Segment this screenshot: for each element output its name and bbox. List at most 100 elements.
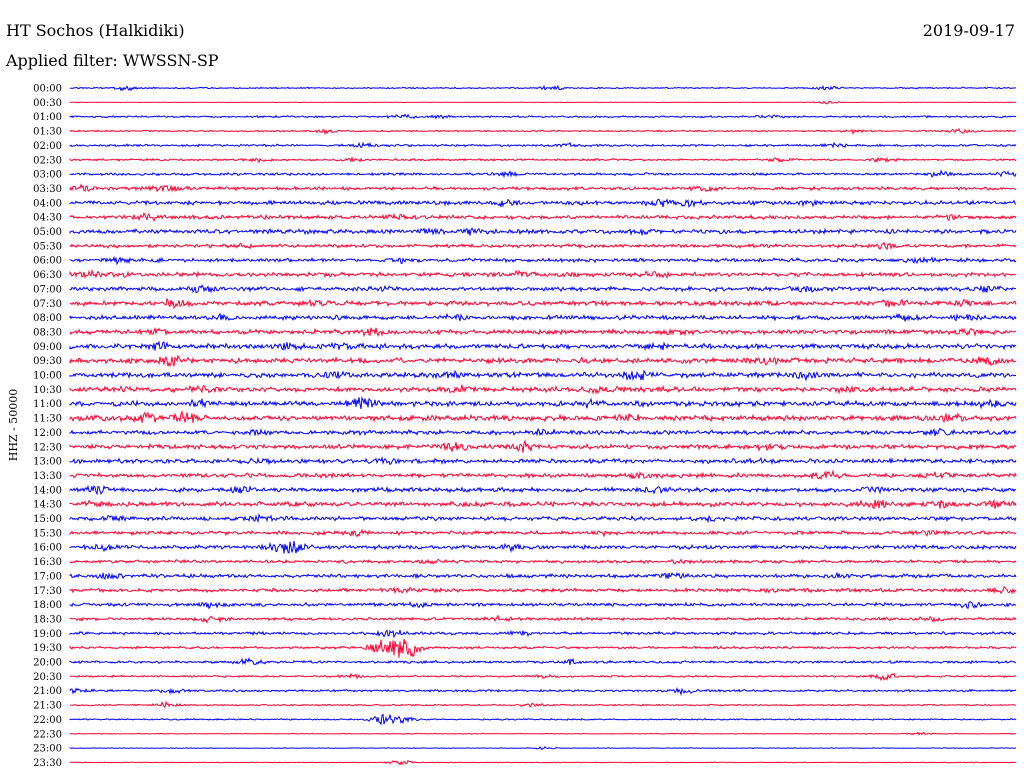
time-label: 01:30 — [33, 127, 62, 138]
trace-2030 — [69, 672, 1017, 682]
trace-2130 — [69, 700, 1016, 709]
trace-0330 — [69, 183, 1017, 193]
time-label: 09:00 — [33, 342, 62, 353]
time-label: 07:30 — [33, 299, 62, 310]
time-label: 22:00 — [33, 715, 62, 726]
trace-0400 — [69, 198, 1017, 209]
time-label: 20:30 — [33, 672, 62, 683]
trace-0900 — [69, 340, 1017, 352]
time-label: 03:00 — [33, 170, 62, 181]
time-label: 17:00 — [33, 571, 62, 582]
trace-0200 — [69, 141, 1017, 149]
trace-1930 — [69, 638, 1017, 658]
trace-2300 — [69, 745, 1017, 750]
trace-1530 — [69, 528, 1017, 538]
trace-1900 — [69, 629, 1017, 639]
trace-1430 — [69, 498, 1017, 510]
trace-0430 — [69, 211, 1017, 223]
time-label: 10:00 — [33, 371, 62, 382]
time-label: 02:30 — [33, 155, 62, 166]
trace-0130 — [69, 127, 1017, 136]
trace-1630 — [69, 558, 1017, 565]
time-label: 05:00 — [33, 227, 62, 238]
trace-1330 — [69, 469, 1017, 481]
time-label: 13:00 — [33, 457, 62, 468]
y-axis-label: HHZ - 50000 — [7, 389, 20, 462]
time-label: 12:00 — [33, 428, 62, 439]
trace-0530 — [69, 241, 1017, 251]
time-label: 12:30 — [33, 442, 62, 453]
time-label: 11:00 — [33, 399, 62, 410]
trace-2330 — [69, 759, 1017, 766]
time-labels: 00:00 00:30 01:00 01:30 02:00 02:30 03:00 03:30… — [33, 84, 62, 769]
time-label: 23:30 — [33, 758, 62, 769]
trace-1500 — [69, 513, 1017, 524]
trace-0300 — [69, 169, 1017, 179]
trace-1300 — [69, 455, 1017, 466]
trace-1730 — [69, 585, 1017, 595]
trace-group — [69, 84, 1017, 766]
trace-1100 — [69, 395, 1017, 410]
trace-1200 — [69, 427, 1017, 437]
trace-0230 — [69, 155, 1017, 164]
trace-1830 — [69, 614, 1017, 624]
trace-0700 — [69, 284, 1017, 294]
time-label: 21:30 — [33, 701, 62, 712]
time-label: 23:00 — [33, 744, 62, 755]
trace-0930 — [69, 354, 1016, 368]
trace-0100 — [69, 113, 1017, 120]
trace-0830 — [69, 327, 1017, 338]
time-label: 19:00 — [33, 629, 62, 640]
trace-1230 — [69, 438, 1017, 453]
time-label: 08:30 — [33, 327, 62, 338]
time-label: 11:30 — [33, 414, 62, 425]
trace-1800 — [69, 601, 1017, 610]
time-label: 04:30 — [33, 213, 62, 224]
record-date: 2019-09-17 — [923, 21, 1015, 40]
time-label: 03:30 — [33, 184, 62, 195]
time-label: 06:30 — [33, 270, 62, 281]
trace-0000 — [69, 84, 1016, 92]
trace-1000 — [69, 369, 1017, 382]
trace-0500 — [69, 226, 1017, 237]
time-label: 06:00 — [33, 256, 62, 267]
time-label: 16:30 — [33, 557, 62, 568]
time-label: 20:00 — [33, 658, 62, 669]
trace-1700 — [69, 571, 1017, 581]
time-label: 04:00 — [33, 198, 62, 209]
time-label: 13:30 — [33, 471, 62, 482]
trace-1600 — [69, 540, 1017, 554]
time-label: 19:30 — [33, 643, 62, 654]
trace-1030 — [69, 384, 1017, 395]
time-label: 18:30 — [33, 614, 62, 625]
time-label: 16:00 — [33, 543, 62, 554]
trace-2230 — [69, 731, 1017, 736]
trace-0030 — [69, 100, 1016, 105]
time-label: 17:30 — [33, 586, 62, 597]
time-label: 22:30 — [33, 729, 62, 740]
time-label: 00:00 — [33, 84, 62, 95]
trace-2100 — [69, 686, 1017, 697]
trace-1400 — [69, 484, 1017, 496]
time-label: 14:30 — [33, 500, 62, 511]
trace-0630 — [69, 268, 1016, 279]
time-label: 21:00 — [33, 686, 62, 697]
time-label: 14:00 — [33, 485, 62, 496]
time-label: 15:30 — [33, 528, 62, 539]
trace-1130 — [69, 410, 1017, 424]
time-label: 08:00 — [33, 313, 62, 324]
time-label: 18:00 — [33, 600, 62, 611]
time-label: 00:30 — [33, 98, 62, 109]
trace-2000 — [69, 656, 1017, 666]
trace-0730 — [69, 297, 1017, 310]
trace-2200 — [69, 713, 1017, 726]
time-label: 15:00 — [33, 514, 62, 525]
filter-label: Applied filter: WWSSN-SP — [5, 51, 219, 70]
time-label: 05:30 — [33, 241, 62, 252]
time-label: 09:30 — [33, 356, 62, 367]
station-title: HT Sochos (Halkidiki) — [6, 21, 185, 40]
time-label: 02:00 — [33, 141, 62, 152]
time-label: 10:30 — [33, 385, 62, 396]
time-label: 01:00 — [33, 112, 62, 123]
